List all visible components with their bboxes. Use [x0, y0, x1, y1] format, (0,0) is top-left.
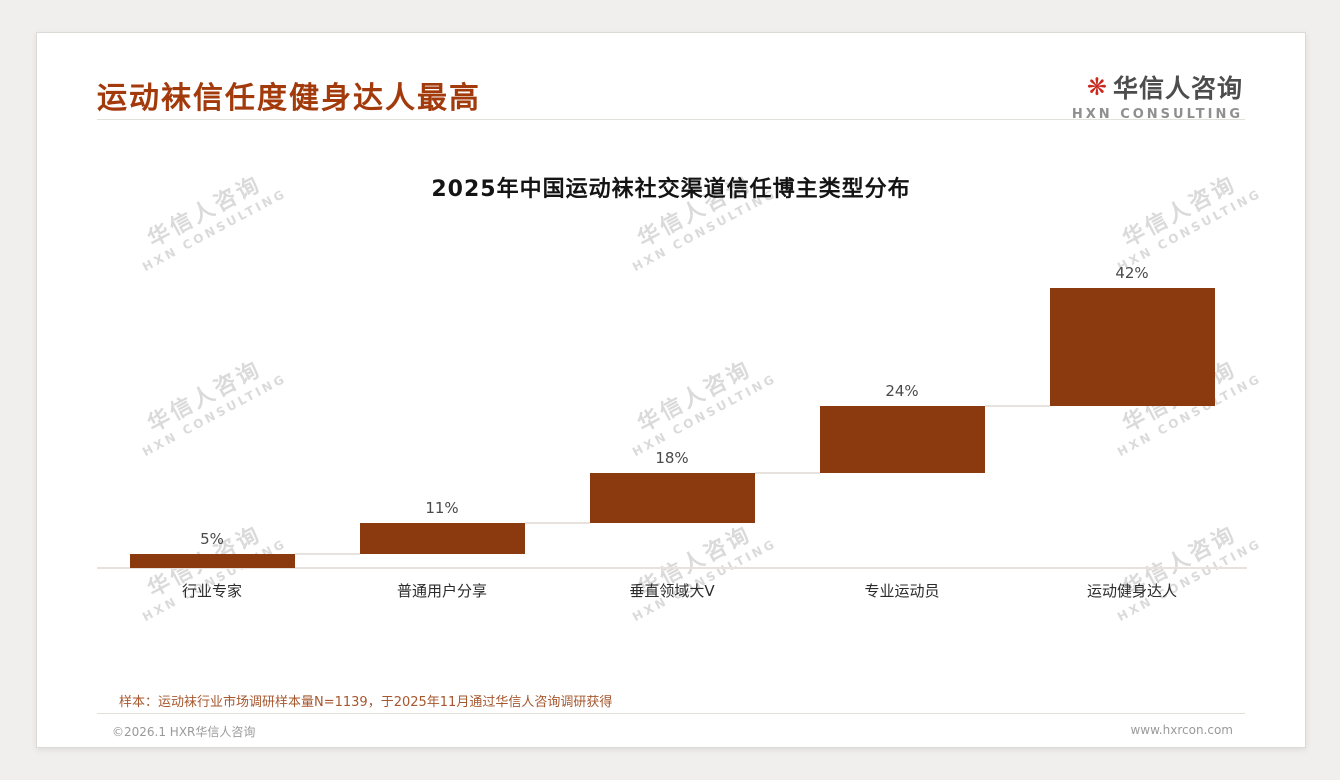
page-title: 运动袜信任度健身达人最高 [97, 81, 481, 116]
logo-top-row: ❋ 华信人咨询 [1072, 69, 1243, 105]
bar-value-label: 42% [1115, 264, 1149, 282]
step-connector-line [524, 522, 590, 525]
bar [819, 405, 985, 473]
step-connector-line [984, 404, 1050, 407]
bar-category-label: 专业运动员 [864, 582, 940, 600]
bar-category-label: 行业专家 [181, 582, 242, 600]
bar [359, 523, 525, 554]
bar-value-label: 18% [655, 448, 689, 467]
logo-company-subtitle: HXN CONSULTING [1071, 107, 1243, 122]
logo-flower-icon: ❋ [1086, 73, 1107, 101]
bar-value-label: 24% [885, 381, 919, 400]
bar-category-label: 垂直领域大V [629, 582, 715, 600]
x-axis-baseline [97, 567, 1247, 569]
report-slide: 华信人咨询 HXN CONSULTING 华信人咨询 HXN CONSULTING 华信… [36, 32, 1306, 748]
step-connector-line [294, 553, 360, 555]
bar [589, 472, 755, 524]
bar-category-label: 运动健身达人 [1086, 582, 1177, 600]
company-logo: ❋ 华信人咨询 HXN CONSULTING [1072, 69, 1243, 122]
bar-category-label: 普通用户分享 [396, 582, 487, 600]
footer-website: www.hxrcon.com [1130, 723, 1233, 737]
bar [1049, 288, 1215, 406]
chart-title: 2025年中国运动袜社交渠道信任博主类型分布 [431, 177, 911, 202]
bar-value-label: 11% [425, 499, 459, 518]
footer-copyright: ©2026.1 HXR华信人咨询 [112, 725, 256, 739]
step-connector-line [754, 471, 820, 474]
bar-value-label: 5% [200, 530, 224, 548]
logo-company-name: 华信人咨询 [1112, 74, 1243, 103]
header-divider [97, 119, 1245, 120]
waterfall-bar-chart: 5% 行业专家 11% 普通用户分享 18% 垂直领域大V 24% 专业运动员 42% 运动健身达… [97, 264, 1247, 600]
bar [129, 554, 295, 568]
footer-divider [97, 713, 1245, 714]
sample-footnote: 样本：运动袜行业市场调研样本量N=1139，于2025年11月通过华信人咨询调研… [119, 695, 613, 710]
